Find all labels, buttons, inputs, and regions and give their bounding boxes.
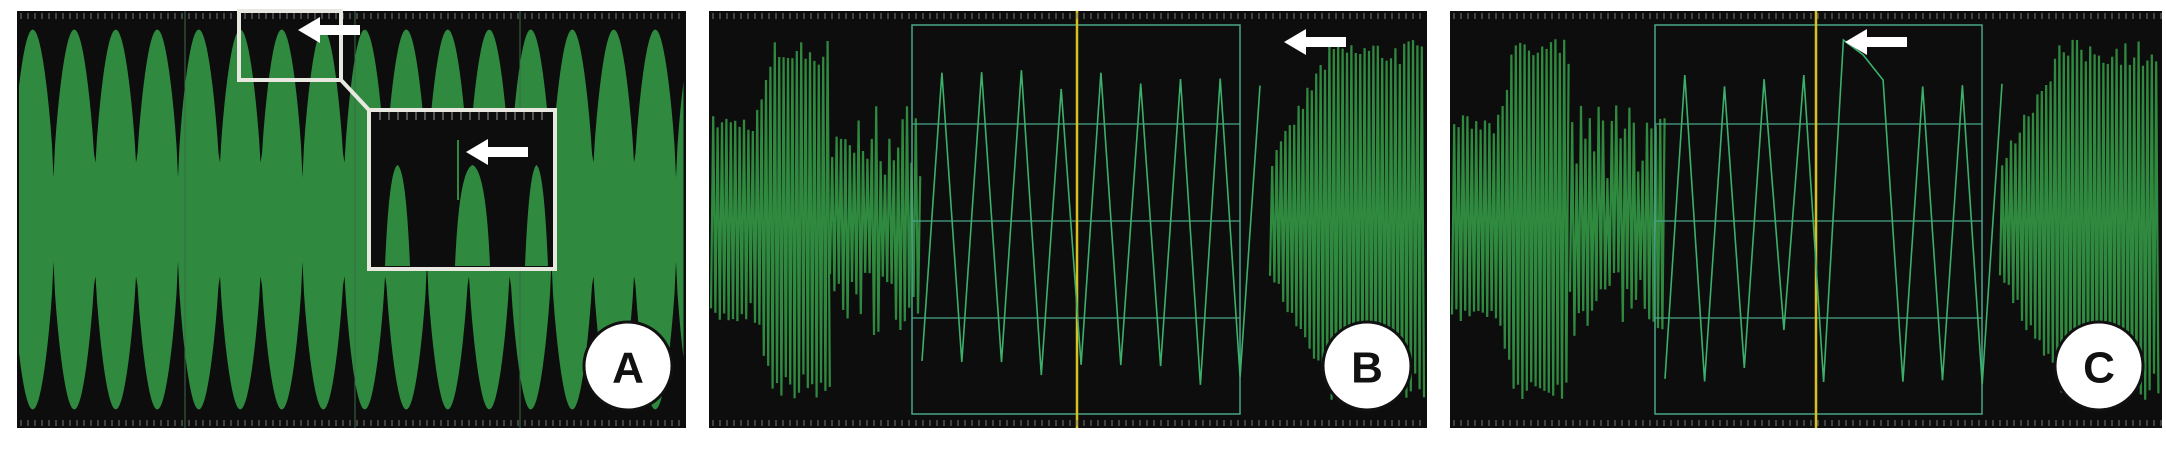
panel-label: B	[1351, 344, 1383, 393]
dense-waveform	[1450, 39, 1570, 400]
tick-marks	[1453, 13, 2162, 426]
sparse-waveform	[921, 70, 1261, 385]
arrow	[1845, 29, 1907, 55]
dense-waveform	[709, 40, 831, 399]
arrow	[466, 139, 528, 165]
tick-marks	[712, 13, 1421, 426]
panel-label: A	[612, 344, 644, 393]
overlay: A B C	[298, 17, 2145, 412]
panel-a	[17, 9, 686, 428]
label-circle	[582, 320, 674, 412]
panel-c	[1450, 11, 2162, 428]
zoom-source	[237, 9, 343, 82]
dense-waveform	[1568, 105, 1666, 336]
zoom-window	[1654, 24, 1983, 415]
sparse-waveform	[1664, 38, 2003, 385]
panel-label: C	[2083, 344, 2115, 393]
zoom-connector	[339, 78, 371, 112]
arrow	[1284, 29, 1346, 55]
dense-waveform	[828, 106, 922, 336]
waveform	[19, 29, 684, 410]
tick-marks	[20, 13, 680, 426]
inset-ticks	[379, 112, 543, 120]
dense-waveform	[1268, 40, 1426, 400]
inset-lobe	[385, 165, 410, 266]
inset-lobe	[455, 165, 490, 266]
label-circle	[2053, 320, 2145, 412]
panel-b	[709, 11, 1427, 428]
arrow	[298, 17, 360, 43]
label-circle	[1321, 320, 1413, 412]
inset-lobe	[525, 165, 548, 266]
